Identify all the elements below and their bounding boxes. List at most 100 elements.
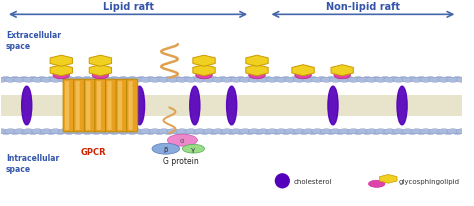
Circle shape bbox=[19, 77, 29, 82]
Circle shape bbox=[326, 130, 336, 135]
FancyBboxPatch shape bbox=[84, 80, 95, 132]
Circle shape bbox=[50, 78, 62, 83]
Circle shape bbox=[82, 77, 92, 82]
Circle shape bbox=[320, 78, 332, 83]
FancyBboxPatch shape bbox=[65, 82, 69, 130]
Circle shape bbox=[365, 129, 378, 134]
Circle shape bbox=[438, 129, 450, 134]
Circle shape bbox=[293, 78, 305, 83]
FancyBboxPatch shape bbox=[86, 82, 91, 130]
Circle shape bbox=[118, 77, 128, 82]
Circle shape bbox=[164, 130, 173, 135]
Circle shape bbox=[380, 130, 390, 135]
Ellipse shape bbox=[167, 135, 197, 146]
Circle shape bbox=[438, 78, 450, 83]
Circle shape bbox=[329, 129, 341, 134]
Circle shape bbox=[374, 78, 387, 83]
Circle shape bbox=[146, 77, 155, 82]
Circle shape bbox=[353, 77, 363, 82]
Circle shape bbox=[155, 77, 164, 82]
Circle shape bbox=[68, 78, 80, 83]
Circle shape bbox=[425, 77, 436, 82]
Circle shape bbox=[239, 78, 251, 83]
Circle shape bbox=[311, 129, 323, 134]
Circle shape bbox=[41, 78, 53, 83]
Circle shape bbox=[91, 77, 101, 82]
Circle shape bbox=[185, 129, 197, 134]
Text: Extracellular
space: Extracellular space bbox=[6, 31, 61, 50]
Polygon shape bbox=[292, 65, 314, 76]
Circle shape bbox=[77, 129, 89, 134]
Circle shape bbox=[344, 130, 354, 135]
Circle shape bbox=[236, 77, 246, 82]
Circle shape bbox=[109, 130, 119, 135]
Circle shape bbox=[257, 78, 269, 83]
Circle shape bbox=[32, 78, 44, 83]
Polygon shape bbox=[331, 65, 353, 76]
Circle shape bbox=[420, 129, 432, 134]
Circle shape bbox=[46, 77, 56, 82]
Circle shape bbox=[122, 129, 134, 134]
Circle shape bbox=[127, 130, 137, 135]
Circle shape bbox=[425, 130, 436, 135]
Circle shape bbox=[95, 78, 107, 83]
Circle shape bbox=[411, 129, 423, 134]
Circle shape bbox=[281, 77, 291, 82]
Polygon shape bbox=[246, 65, 268, 76]
Circle shape bbox=[149, 78, 161, 83]
Circle shape bbox=[290, 130, 300, 135]
Circle shape bbox=[155, 130, 164, 135]
Circle shape bbox=[416, 130, 427, 135]
Circle shape bbox=[0, 129, 8, 134]
FancyBboxPatch shape bbox=[63, 80, 74, 132]
Circle shape bbox=[266, 78, 278, 83]
Circle shape bbox=[353, 130, 363, 135]
Circle shape bbox=[335, 130, 345, 135]
Circle shape bbox=[146, 130, 155, 135]
Circle shape bbox=[55, 77, 65, 82]
Circle shape bbox=[402, 78, 414, 83]
Circle shape bbox=[338, 78, 351, 83]
Circle shape bbox=[182, 130, 191, 135]
Circle shape bbox=[19, 130, 29, 135]
Circle shape bbox=[311, 78, 323, 83]
Circle shape bbox=[443, 77, 454, 82]
Ellipse shape bbox=[275, 174, 289, 188]
Circle shape bbox=[64, 77, 74, 82]
Circle shape bbox=[447, 78, 459, 83]
Circle shape bbox=[100, 130, 110, 135]
Circle shape bbox=[212, 129, 224, 134]
Circle shape bbox=[109, 77, 119, 82]
FancyBboxPatch shape bbox=[107, 82, 111, 130]
Circle shape bbox=[452, 77, 463, 82]
Circle shape bbox=[191, 77, 201, 82]
Circle shape bbox=[245, 77, 255, 82]
Circle shape bbox=[0, 78, 8, 83]
Circle shape bbox=[393, 129, 405, 134]
Circle shape bbox=[55, 130, 65, 135]
Circle shape bbox=[1, 77, 11, 82]
Circle shape bbox=[164, 77, 173, 82]
Circle shape bbox=[281, 130, 291, 135]
Circle shape bbox=[248, 129, 260, 134]
Circle shape bbox=[429, 129, 441, 134]
Circle shape bbox=[13, 129, 26, 134]
Circle shape bbox=[122, 78, 134, 83]
Circle shape bbox=[362, 77, 372, 82]
Circle shape bbox=[429, 78, 441, 83]
Circle shape bbox=[402, 129, 414, 134]
Circle shape bbox=[317, 77, 327, 82]
Circle shape bbox=[73, 130, 83, 135]
Circle shape bbox=[263, 130, 273, 135]
FancyBboxPatch shape bbox=[73, 80, 85, 132]
Polygon shape bbox=[50, 56, 73, 67]
Bar bbox=[1, 95, 462, 117]
Circle shape bbox=[37, 77, 47, 82]
Circle shape bbox=[384, 129, 396, 134]
Circle shape bbox=[452, 130, 463, 135]
Circle shape bbox=[104, 129, 116, 134]
Polygon shape bbox=[193, 56, 215, 67]
Circle shape bbox=[257, 129, 269, 134]
Circle shape bbox=[185, 78, 197, 83]
Ellipse shape bbox=[182, 145, 204, 153]
